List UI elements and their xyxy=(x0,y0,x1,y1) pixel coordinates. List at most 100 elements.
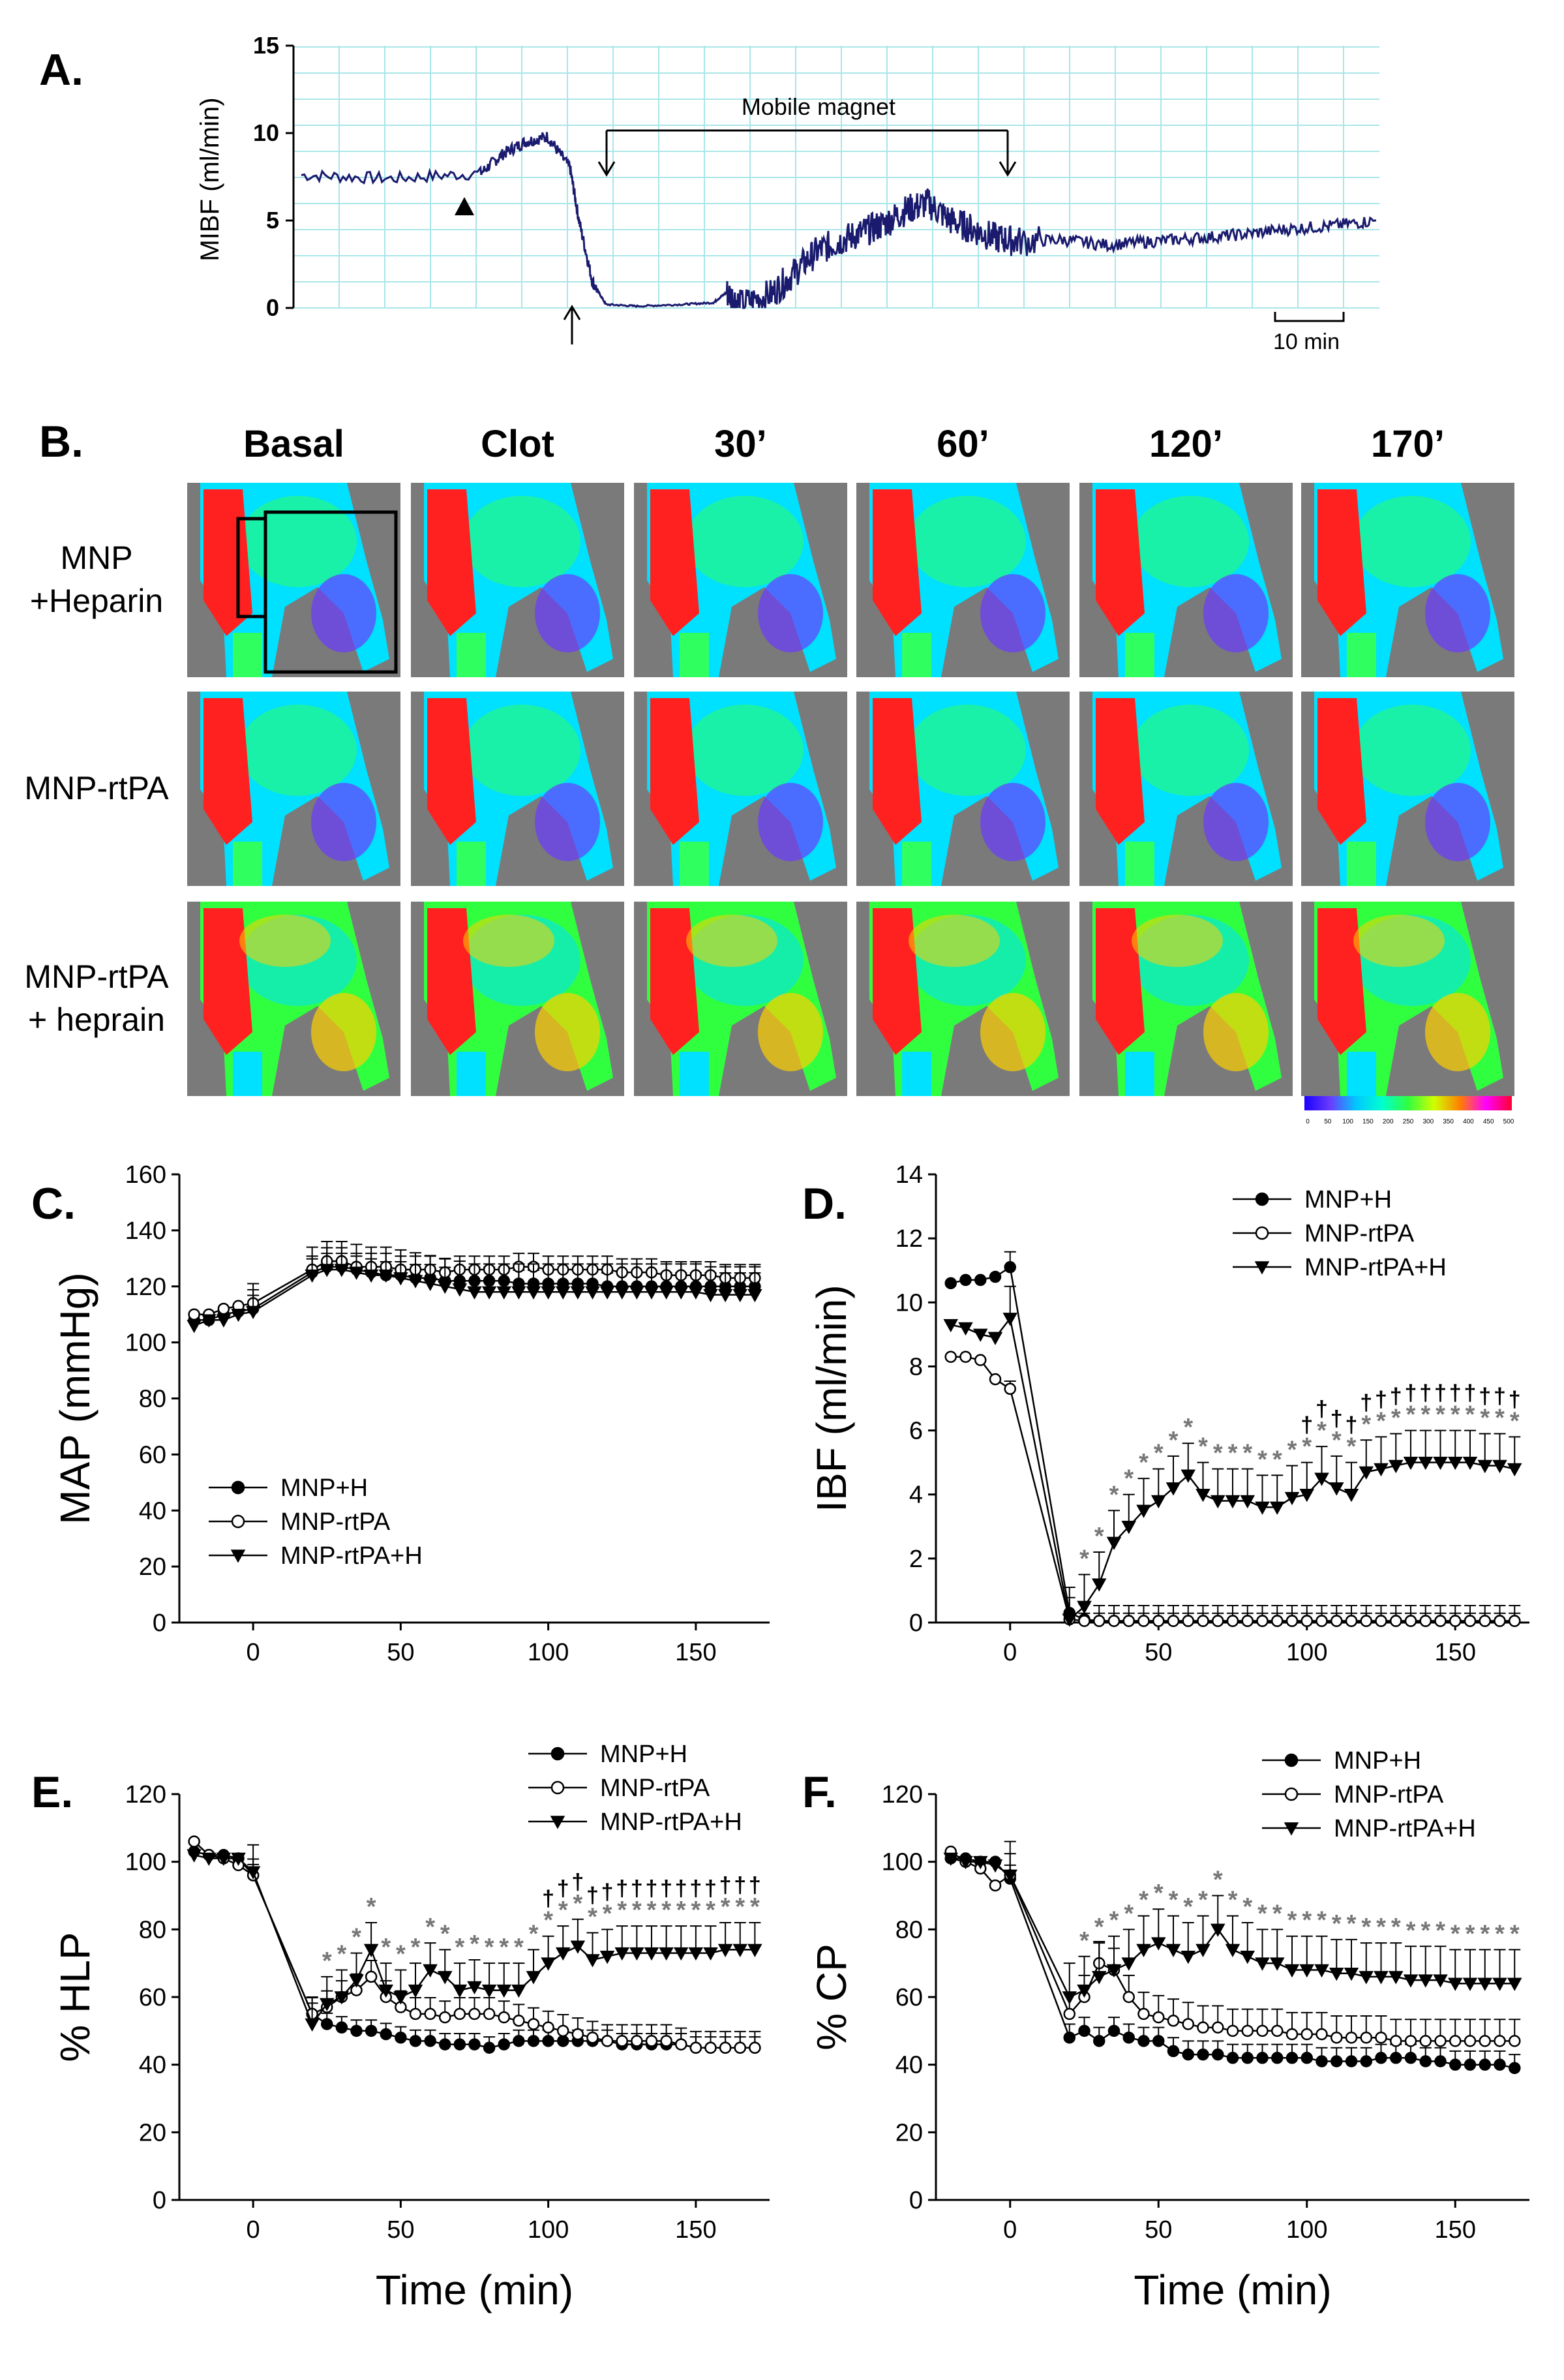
data-point xyxy=(1492,1459,1507,1474)
data-point xyxy=(1419,1615,1432,1627)
vessel-region xyxy=(650,489,699,636)
data-point xyxy=(1197,1615,1209,1627)
data-point xyxy=(1479,2058,1491,2071)
data-point xyxy=(703,1947,718,1961)
tail-region xyxy=(902,633,931,677)
x-tick-label: 100 xyxy=(1286,2216,1327,2244)
data-point xyxy=(614,1947,630,1961)
data-point xyxy=(989,1270,1002,1283)
data-point xyxy=(319,1264,335,1277)
data-point xyxy=(1226,1615,1239,1627)
significance-star: * xyxy=(367,1893,376,1921)
vessel-region xyxy=(873,489,922,636)
significance-star: * xyxy=(706,1897,715,1924)
y-tick-label: 0 xyxy=(266,294,279,321)
data-point xyxy=(719,2041,732,2054)
tissue-region xyxy=(909,705,1026,796)
data-point xyxy=(393,1991,408,2005)
data-point xyxy=(319,1998,335,2011)
data-point xyxy=(673,1947,689,1961)
significance-star: * xyxy=(1287,1437,1297,1464)
data-point xyxy=(1494,2058,1506,2071)
data-point xyxy=(585,1954,600,1968)
data-point xyxy=(498,2011,510,2024)
vessel-region xyxy=(1096,489,1145,636)
significance-dagger: † xyxy=(734,1873,746,1898)
vessel-region xyxy=(650,698,699,845)
data-point xyxy=(1390,2035,1402,2047)
data-point xyxy=(437,1971,453,1985)
significance-star: * xyxy=(1213,1439,1223,1467)
perfusion-image xyxy=(187,902,400,1096)
y-tick-label: 160 xyxy=(125,1161,166,1189)
data-point xyxy=(599,1951,615,1964)
data-point xyxy=(1477,1459,1493,1474)
tissue-region xyxy=(686,915,777,967)
legend-label: MNP+H xyxy=(1304,1186,1392,1213)
significance-star: * xyxy=(381,1934,391,1961)
panel-b-image-grid: B. Basal Clot 30’ 60’ 120’ 170’ MNP+HeparinMN… xyxy=(24,417,1514,1125)
colorbar-tick: 350 xyxy=(1443,1118,1454,1125)
data-point xyxy=(1078,2024,1090,2037)
x-tick-label: 100 xyxy=(528,1639,569,1666)
data-point xyxy=(673,1286,689,1300)
tissue-region xyxy=(1425,783,1490,861)
significance-star: * xyxy=(337,1941,346,1968)
significance-star: * xyxy=(1406,1917,1416,1944)
legend-label: MNP+H xyxy=(600,1741,687,1768)
significance-star: * xyxy=(1154,1439,1164,1467)
y-tick-label: 100 xyxy=(125,1849,166,1876)
x-tick-label: 50 xyxy=(1145,2216,1172,2244)
significance-star: * xyxy=(470,1930,479,1958)
significance-star: * xyxy=(455,1934,464,1961)
data-point xyxy=(321,2018,333,2030)
data-point xyxy=(1374,1463,1389,1477)
y-axis-label: % HLP xyxy=(52,1932,98,2062)
data-point xyxy=(1004,1261,1016,1274)
data-point xyxy=(1077,1600,1092,1615)
data-point xyxy=(944,1277,957,1290)
data-point xyxy=(1091,1578,1107,1592)
y-tick-label: 60 xyxy=(895,1984,923,2011)
data-point xyxy=(1314,1964,1329,1978)
vessel-region xyxy=(203,698,252,845)
data-point xyxy=(987,1332,1003,1345)
data-point xyxy=(958,1855,973,1870)
data-point xyxy=(527,2035,540,2047)
tissue-region xyxy=(980,993,1045,1071)
tail-region xyxy=(680,633,709,677)
y-tick-label: 0 xyxy=(153,1610,166,1637)
x-tick-label: 50 xyxy=(387,1639,414,1666)
data-point xyxy=(1449,1615,1462,1627)
data-point xyxy=(1121,1521,1137,1534)
data-point xyxy=(1136,1504,1151,1518)
x-tick-label: 0 xyxy=(247,2216,260,2244)
tissue-region xyxy=(1132,705,1249,796)
panel-b-colorbar: 0 50 100 150 200 250 300 350 400 450 500 xyxy=(1304,1096,1514,1125)
data-point xyxy=(1286,2028,1299,2041)
data-point xyxy=(1434,2055,1447,2067)
data-point xyxy=(732,1289,748,1303)
data-point xyxy=(1344,1488,1359,1503)
tissue-region xyxy=(1203,993,1269,1071)
panel-b-row-labels: MNP +Heparin MNP-rtPA MNP-rtPA + heprain xyxy=(24,540,169,1038)
significance-dagger: † xyxy=(1346,1413,1358,1438)
data-point xyxy=(1345,2031,1358,2044)
data-point xyxy=(688,1947,704,1961)
significance-star: * xyxy=(1228,1439,1238,1467)
data-point xyxy=(1256,1615,1269,1627)
perfusion-image xyxy=(634,483,847,677)
significance-star: * xyxy=(1257,1446,1267,1473)
y-axis-label: IBF (ml/min) xyxy=(808,1285,855,1512)
significance-star: * xyxy=(1169,1427,1179,1454)
column-title: 60’ xyxy=(937,423,989,465)
legend-marker xyxy=(231,1480,245,1495)
y-tick-label: 40 xyxy=(139,1497,166,1525)
tail-region xyxy=(902,1052,931,1096)
tail-region xyxy=(233,842,262,886)
x-axis-label: Time (min) xyxy=(376,2266,573,2313)
row-label: MNP-rtPA xyxy=(24,958,169,995)
data-point xyxy=(481,1286,497,1300)
data-point xyxy=(972,1328,988,1342)
data-point xyxy=(1345,2055,1358,2067)
